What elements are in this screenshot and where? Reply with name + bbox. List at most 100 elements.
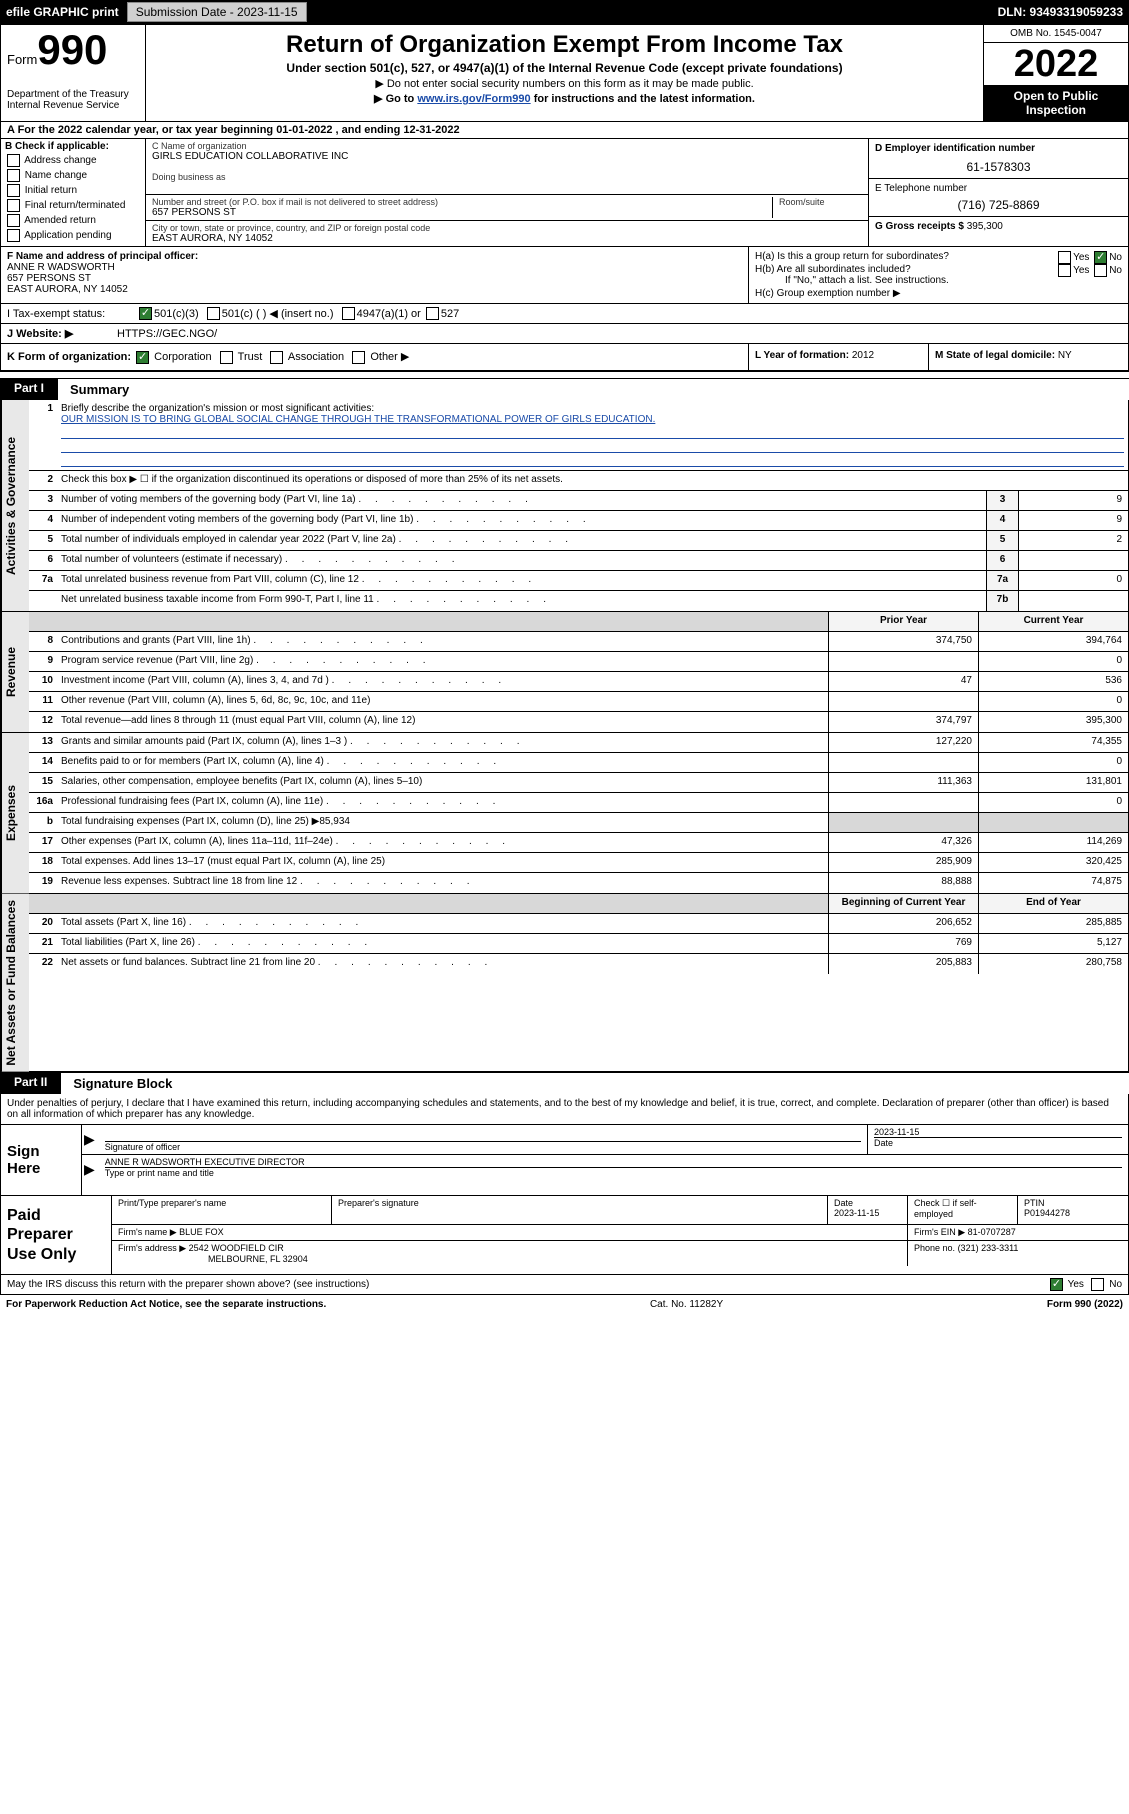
cy-9: 0 bbox=[978, 652, 1128, 671]
officer-group-row: F Name and address of principal officer:… bbox=[1, 247, 1128, 304]
cy-17: 114,269 bbox=[978, 833, 1128, 852]
form-note-link: ▶ Go to www.irs.gov/Form990 for instruct… bbox=[156, 92, 973, 105]
chk-discuss-no[interactable] bbox=[1091, 1278, 1104, 1291]
val-line3: 9 bbox=[1018, 491, 1128, 510]
row-a-tax-year: A For the 2022 calendar year, or tax yea… bbox=[1, 122, 1128, 139]
py-9 bbox=[828, 652, 978, 671]
dept-label: Department of the Treasury Internal Reve… bbox=[7, 89, 139, 111]
ein-label: D Employer identification number bbox=[875, 143, 1035, 154]
py-15: 111,363 bbox=[828, 773, 978, 792]
part-i-bar: Part I Summary bbox=[0, 378, 1129, 400]
submission-date-button[interactable]: Submission Date - 2023-11-15 bbox=[127, 2, 307, 22]
cy-11: 0 bbox=[978, 692, 1128, 711]
py-13: 127,220 bbox=[828, 733, 978, 752]
street-address: 657 PERSONS ST bbox=[152, 207, 772, 218]
self-employed-check[interactable]: Check ☐ if self-employed bbox=[908, 1196, 1018, 1224]
form-note-ssn: ▶ Do not enter social security numbers o… bbox=[156, 77, 973, 90]
chk-trust[interactable] bbox=[220, 351, 233, 364]
sign-date: 2023-11-15 bbox=[874, 1127, 1122, 1137]
city-state-zip: EAST AURORA, NY 14052 bbox=[152, 233, 862, 244]
chk-527[interactable] bbox=[426, 307, 439, 320]
py-16a bbox=[828, 793, 978, 812]
chk-corporation[interactable]: ✓ bbox=[136, 351, 149, 364]
form-page-label: Form 990 (2022) bbox=[1047, 1299, 1123, 1310]
cy-18: 320,425 bbox=[978, 853, 1128, 872]
paperwork-notice: For Paperwork Reduction Act Notice, see … bbox=[6, 1299, 326, 1310]
chk-name-change[interactable]: Name change bbox=[5, 169, 141, 182]
py-14 bbox=[828, 753, 978, 772]
chk-association[interactable] bbox=[270, 351, 283, 364]
efile-label: efile GRAPHIC print bbox=[0, 5, 125, 19]
firm-ein: 81-0707287 bbox=[968, 1227, 1016, 1237]
py-17: 47,326 bbox=[828, 833, 978, 852]
firm-name: BLUE FOX bbox=[179, 1227, 224, 1237]
org-name: GIRLS EDUCATION COLLABORATIVE INC bbox=[152, 151, 862, 162]
tab-governance: Activities & Governance bbox=[1, 400, 29, 611]
name-arrow-icon: ▶ bbox=[82, 1155, 99, 1180]
chk-501c3[interactable]: ✓ bbox=[139, 307, 152, 320]
chk-other[interactable] bbox=[352, 351, 365, 364]
chk-application-pending[interactable]: Application pending bbox=[5, 229, 141, 242]
prep-date: 2023-11-15 bbox=[834, 1208, 879, 1218]
form-title: Return of Organization Exempt From Incom… bbox=[156, 31, 973, 59]
py-10: 47 bbox=[828, 672, 978, 691]
cy-13: 74,355 bbox=[978, 733, 1128, 752]
eoy-22: 280,758 bbox=[978, 954, 1128, 974]
footer-line: For Paperwork Reduction Act Notice, see … bbox=[0, 1295, 1129, 1314]
chk-initial-return[interactable]: Initial return bbox=[5, 184, 141, 197]
officer-addr1: 657 PERSONS ST bbox=[7, 273, 91, 284]
street-label: Number and street (or P.O. box if mail i… bbox=[152, 197, 772, 207]
mission-text[interactable]: OUR MISSION IS TO BRING GLOBAL SOCIAL CH… bbox=[61, 414, 655, 425]
phone-label: E Telephone number bbox=[875, 183, 967, 194]
signature-declaration: Under penalties of perjury, I declare th… bbox=[0, 1094, 1129, 1125]
chk-address-change[interactable]: Address change bbox=[5, 154, 141, 167]
chk-final-return[interactable]: Final return/terminated bbox=[5, 199, 141, 212]
py-8: 374,750 bbox=[828, 632, 978, 651]
val-line6 bbox=[1018, 551, 1128, 570]
row-j-website: J Website: ▶ HTTPS://GEC.NGO/ bbox=[1, 324, 1128, 344]
row-i-tax-status: I Tax-exempt status: ✓ 501(c)(3) 501(c) … bbox=[1, 304, 1128, 324]
date-label: Date bbox=[874, 1137, 1122, 1148]
form-number: 990 bbox=[37, 26, 107, 73]
col-b-checkboxes: B Check if applicable: Address change Na… bbox=[1, 139, 146, 246]
phone-value: (716) 725-8869 bbox=[875, 198, 1122, 212]
part-ii-bar: Part II Signature Block bbox=[0, 1072, 1129, 1094]
boy-22: 205,883 bbox=[828, 954, 978, 974]
chk-501c[interactable] bbox=[207, 307, 220, 320]
officer-signature-line: Signature of officer bbox=[105, 1141, 861, 1152]
firm-addr1: 2542 WOODFIELD CIR bbox=[189, 1243, 284, 1253]
irs-discuss-row: May the IRS discuss this return with the… bbox=[0, 1275, 1129, 1295]
form-header: Form990 Department of the Treasury Inter… bbox=[1, 25, 1128, 122]
tab-revenue: Revenue bbox=[1, 612, 29, 732]
instructions-link[interactable]: www.irs.gov/Form990 bbox=[417, 93, 530, 105]
section-governance: Activities & Governance 1 Briefly descri… bbox=[0, 400, 1129, 612]
py-11 bbox=[828, 692, 978, 711]
signature-arrow-icon: ▶ bbox=[82, 1125, 99, 1154]
form-word: Form bbox=[7, 52, 37, 67]
chk-4947[interactable] bbox=[342, 307, 355, 320]
boy-20: 206,652 bbox=[828, 914, 978, 933]
tab-expenses: Expenses bbox=[1, 733, 29, 893]
state-domicile: NY bbox=[1058, 350, 1072, 361]
room-label: Room/suite bbox=[779, 197, 862, 207]
gross-receipts-value: 395,300 bbox=[967, 221, 1003, 232]
cy-14: 0 bbox=[978, 753, 1128, 772]
officer-typed-name: ANNE R WADSWORTH EXECUTIVE DIRECTOR bbox=[105, 1157, 1122, 1167]
eoy-20: 285,885 bbox=[978, 914, 1128, 933]
chk-amended-return[interactable]: Amended return bbox=[5, 214, 141, 227]
val-line7b bbox=[1018, 591, 1128, 611]
cy-19: 74,875 bbox=[978, 873, 1128, 893]
section-net-assets: Net Assets or Fund Balances Beginning of… bbox=[0, 894, 1129, 1073]
officer-label: F Name and address of principal officer: bbox=[7, 251, 198, 262]
cy-12: 395,300 bbox=[978, 712, 1128, 732]
ein-value: 61-1578303 bbox=[875, 160, 1122, 174]
section-expenses: Expenses 13Grants and similar amounts pa… bbox=[0, 733, 1129, 894]
firm-addr2: MELBOURNE, FL 32904 bbox=[208, 1254, 308, 1264]
cy-8: 394,764 bbox=[978, 632, 1128, 651]
chk-discuss-yes[interactable]: ✓ bbox=[1050, 1278, 1063, 1291]
ptin-value: P01944278 bbox=[1024, 1208, 1070, 1218]
eoy-21: 5,127 bbox=[978, 934, 1128, 953]
val-line5: 2 bbox=[1018, 531, 1128, 550]
paid-preparer-label: Paid Preparer Use Only bbox=[1, 1196, 111, 1274]
paid-preparer-block: Paid Preparer Use Only Print/Type prepar… bbox=[0, 1196, 1129, 1275]
